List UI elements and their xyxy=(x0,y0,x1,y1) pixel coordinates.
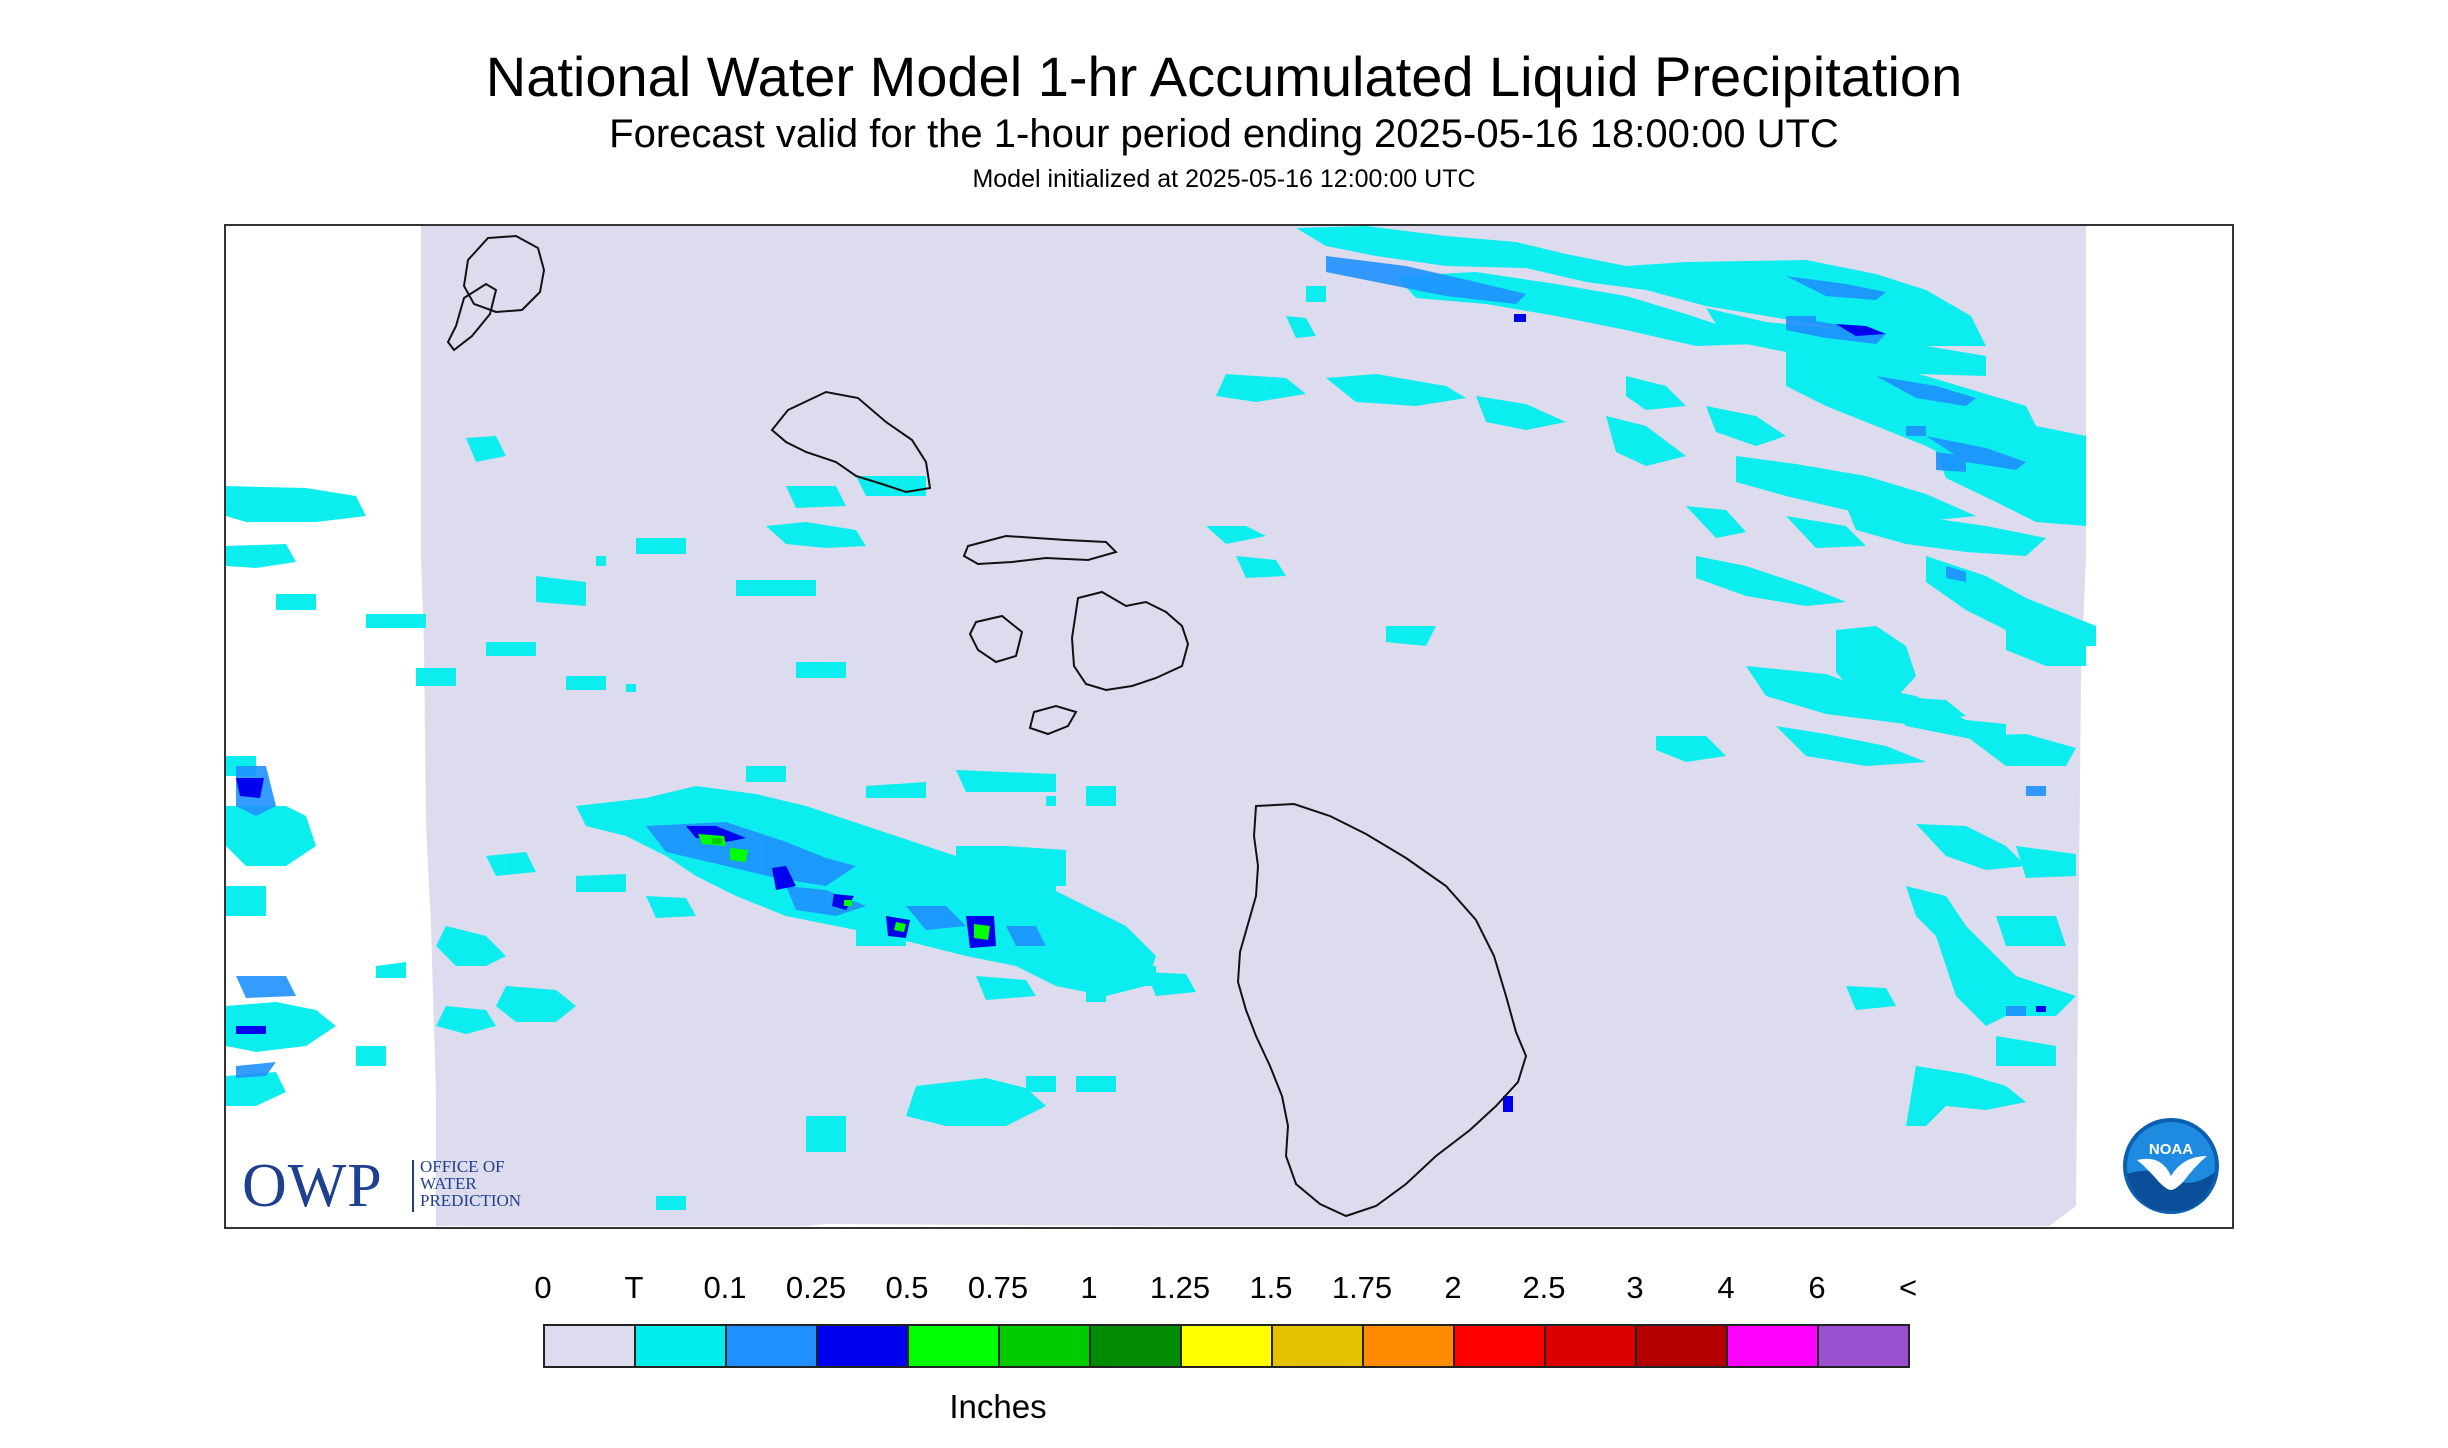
legend-swatch xyxy=(1544,1326,1635,1366)
island-maui xyxy=(1070,590,1190,692)
island-hawaii xyxy=(1236,802,1528,1218)
legend-tick-label: 6 xyxy=(1808,1270,1826,1305)
owp-office-line: WATER xyxy=(420,1174,477,1193)
legend-swatch xyxy=(725,1326,816,1366)
owp-office-line: PREDICTION xyxy=(420,1191,522,1210)
legend-tick-label: 0 xyxy=(534,1270,552,1305)
legend-tick-label: T xyxy=(624,1270,644,1305)
legend-tick-label: 4 xyxy=(1717,1270,1735,1305)
legend-swatch xyxy=(816,1326,907,1366)
legend-tick-label: 0.25 xyxy=(785,1270,847,1305)
island-kahoolawe xyxy=(1028,704,1078,736)
legend-swatch xyxy=(1817,1326,1908,1366)
legend-tick-label: 2.5 xyxy=(1522,1270,1566,1305)
precipitation-map xyxy=(226,226,2096,1226)
legend-tick-label: 1 xyxy=(1080,1270,1098,1305)
island-kauai xyxy=(462,234,546,314)
owp-logo-letters: OWP xyxy=(242,1152,383,1220)
map-panel: OWP OFFICE OF WATER PREDICTION NOAA xyxy=(224,224,2234,1229)
model-init-time: Model initialized at 2025-05-16 12:00:00… xyxy=(972,165,1476,193)
legend-swatch xyxy=(1271,1326,1362,1366)
owp-logo-divider xyxy=(412,1160,414,1212)
legend-tick-label: 3 xyxy=(1626,1270,1644,1305)
legend-swatch xyxy=(1635,1326,1726,1366)
legend-swatch xyxy=(1089,1326,1180,1366)
island-oahu xyxy=(770,390,932,494)
island-lanai xyxy=(968,614,1024,664)
legend-units-label: Inches xyxy=(949,1388,1047,1425)
legend-swatch xyxy=(1362,1326,1453,1366)
legend-tick-label: < xyxy=(1898,1270,1918,1305)
legend-swatch xyxy=(634,1326,725,1366)
island-niihau xyxy=(446,282,498,352)
legend: 0 T 0.1 0.25 0.5 0.75 1 1.25 1.5 1.75 2 2.5 3 4 6 < Inc… xyxy=(534,1270,1917,1430)
island-coastlines xyxy=(446,234,1528,1218)
legend-tick-label: 2 xyxy=(1444,1270,1462,1305)
map-subtitle: Forecast valid for the 1-hour period end… xyxy=(609,112,1839,156)
legend-swatch xyxy=(998,1326,1089,1366)
legend-color-bar xyxy=(543,1324,1910,1368)
legend-swatch xyxy=(907,1326,998,1366)
legend-swatch xyxy=(1453,1326,1544,1366)
noaa-logo: NOAA xyxy=(2123,1118,2219,1214)
noaa-logo-text: NOAA xyxy=(2149,1141,2193,1158)
owp-logo: OWP OFFICE OF WATER PREDICTION xyxy=(242,1152,542,1220)
legend-tick-label: 0.1 xyxy=(703,1270,747,1305)
legend-swatch xyxy=(1180,1326,1271,1366)
map-title: National Water Model 1-hr Accumulated Li… xyxy=(485,45,1963,108)
owp-office-line: OFFICE OF xyxy=(420,1157,505,1176)
legend-tick-label: 0.5 xyxy=(885,1270,929,1305)
owp-logo-office-text: OFFICE OF WATER PREDICTION xyxy=(420,1158,521,1209)
legend-tick-label: 1.25 xyxy=(1149,1270,1211,1305)
legend-swatch xyxy=(1726,1326,1817,1366)
model-domain xyxy=(421,226,2086,1226)
legend-tick-label: 0.75 xyxy=(967,1270,1029,1305)
legend-tick-label: 1.75 xyxy=(1331,1270,1393,1305)
legend-tick-label: 1.5 xyxy=(1249,1270,1293,1305)
legend-swatch xyxy=(545,1326,634,1366)
island-molokai xyxy=(962,534,1118,566)
precipitation-layer xyxy=(226,226,2096,1210)
